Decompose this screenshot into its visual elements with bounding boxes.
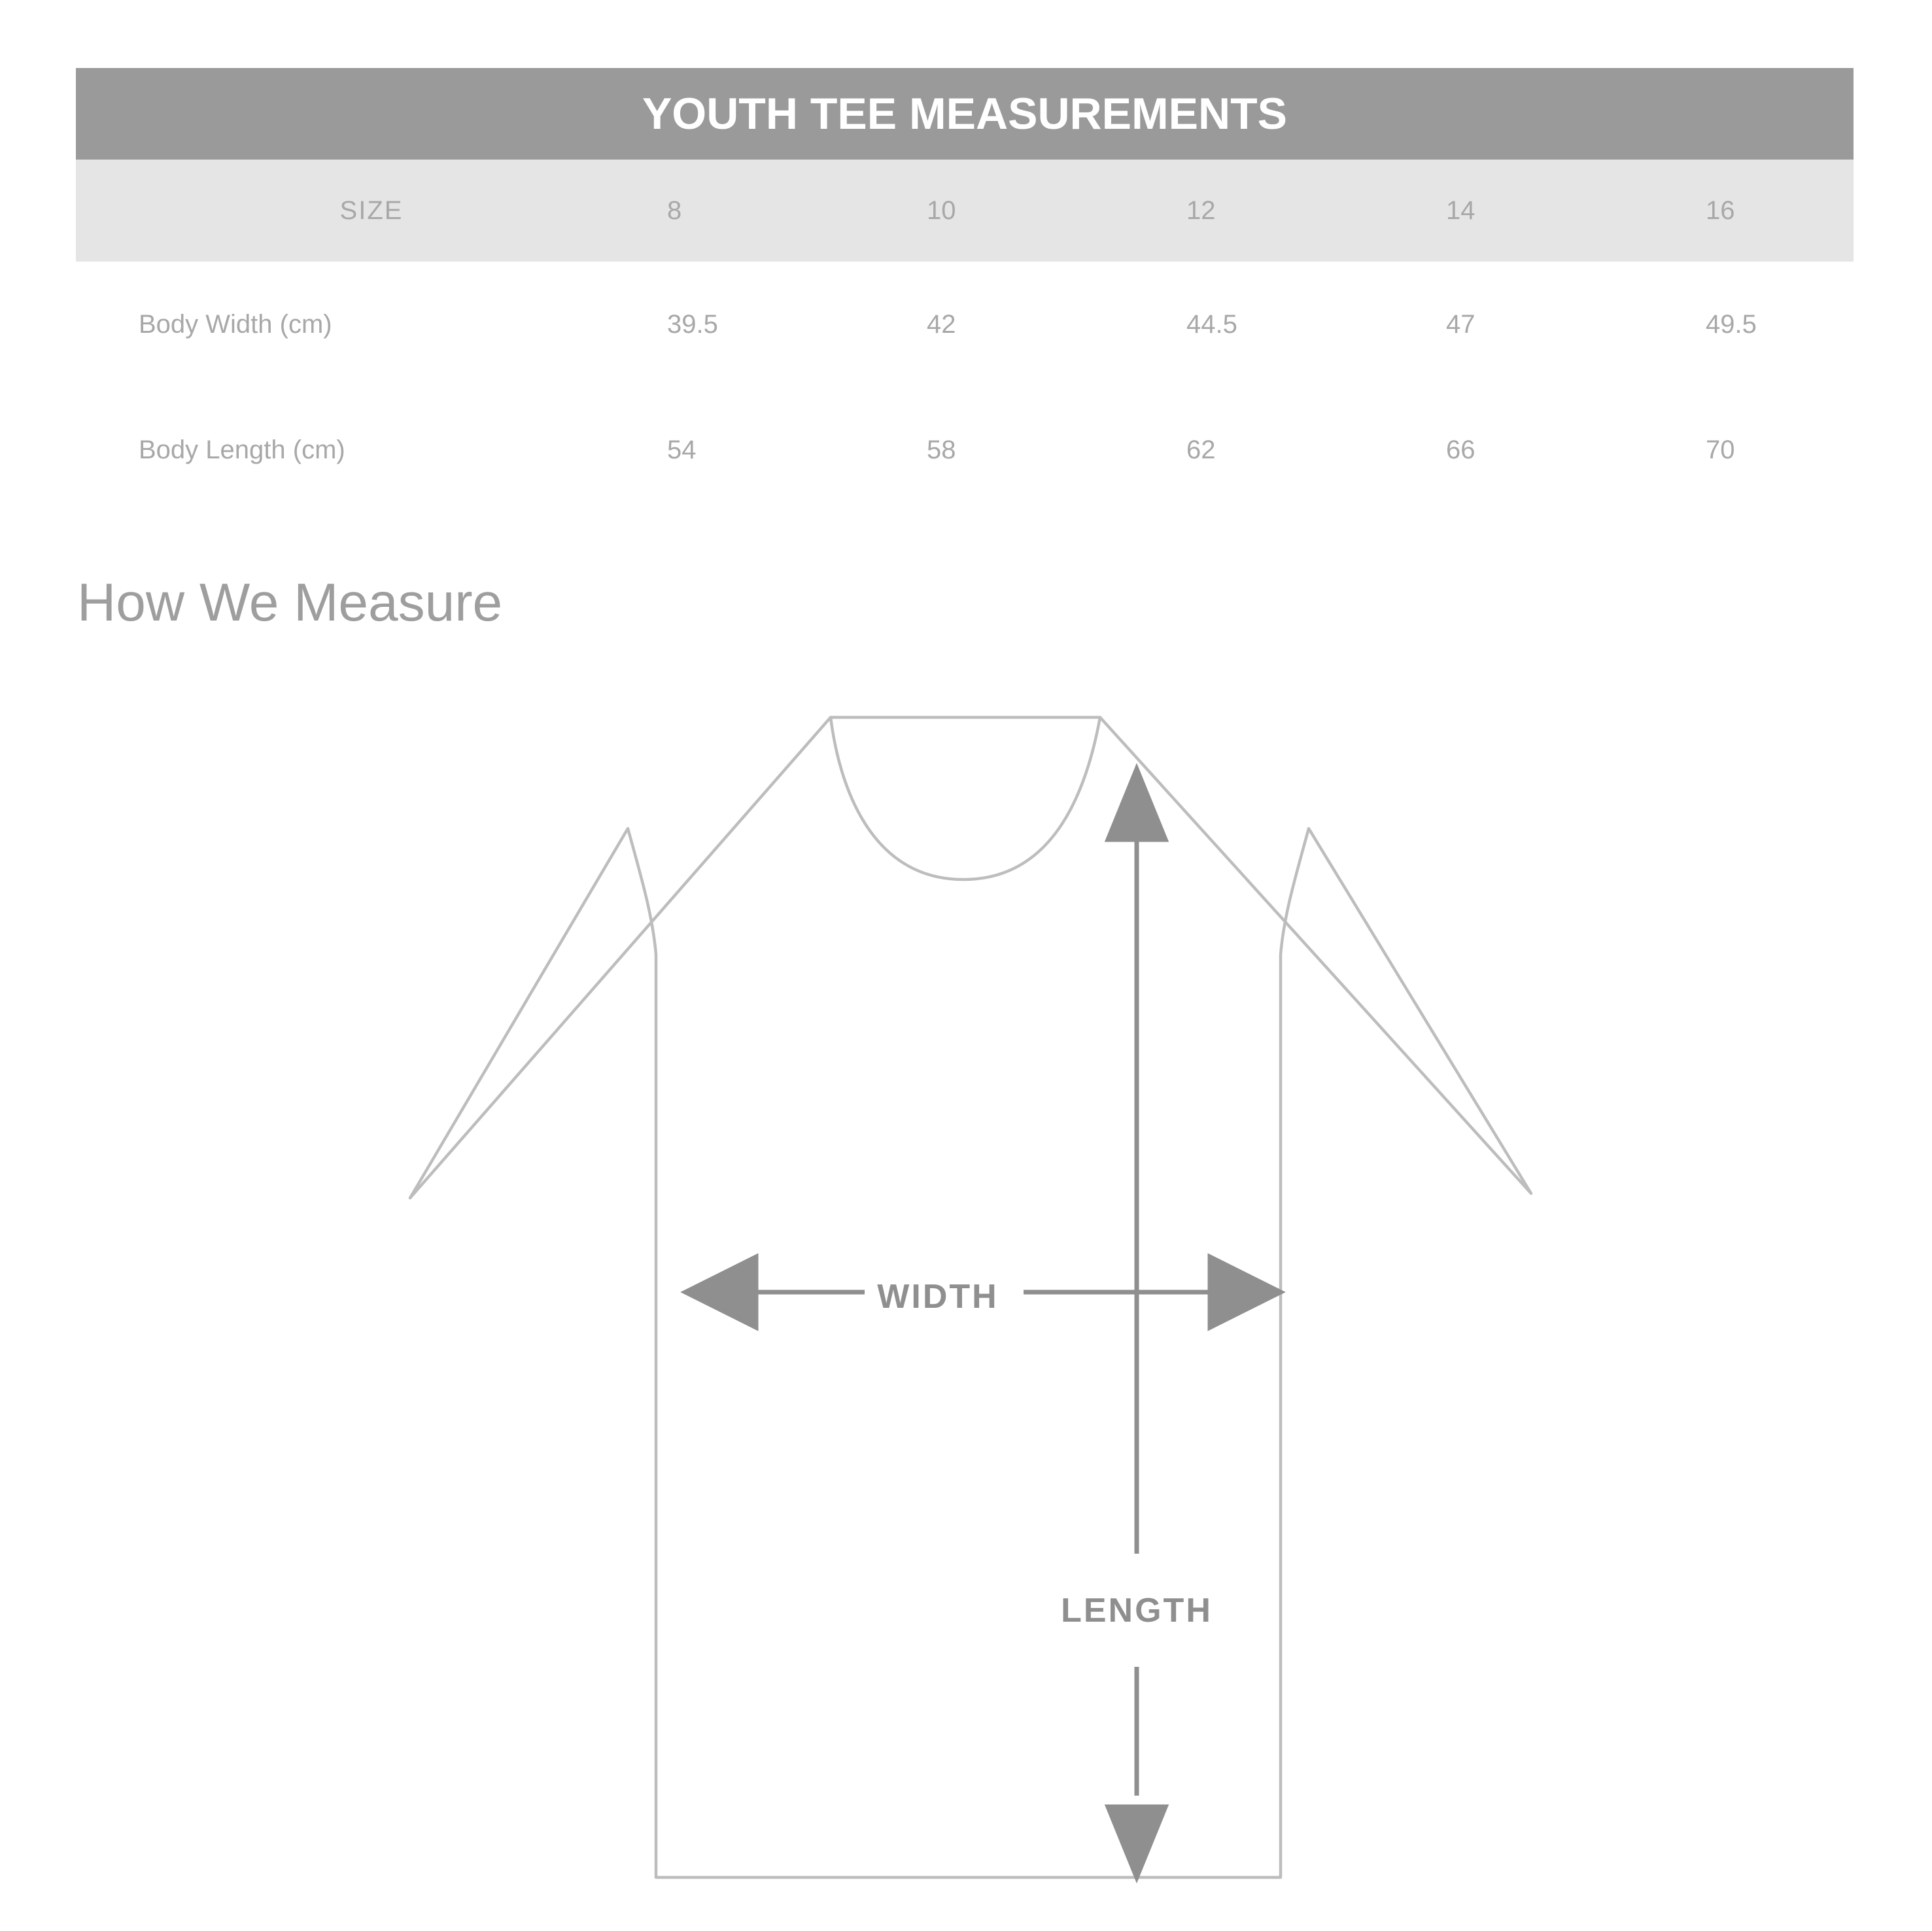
svg-text:WIDTH: WIDTH [877,1278,998,1316]
svg-text:LENGTH: LENGTH [1061,1592,1213,1630]
